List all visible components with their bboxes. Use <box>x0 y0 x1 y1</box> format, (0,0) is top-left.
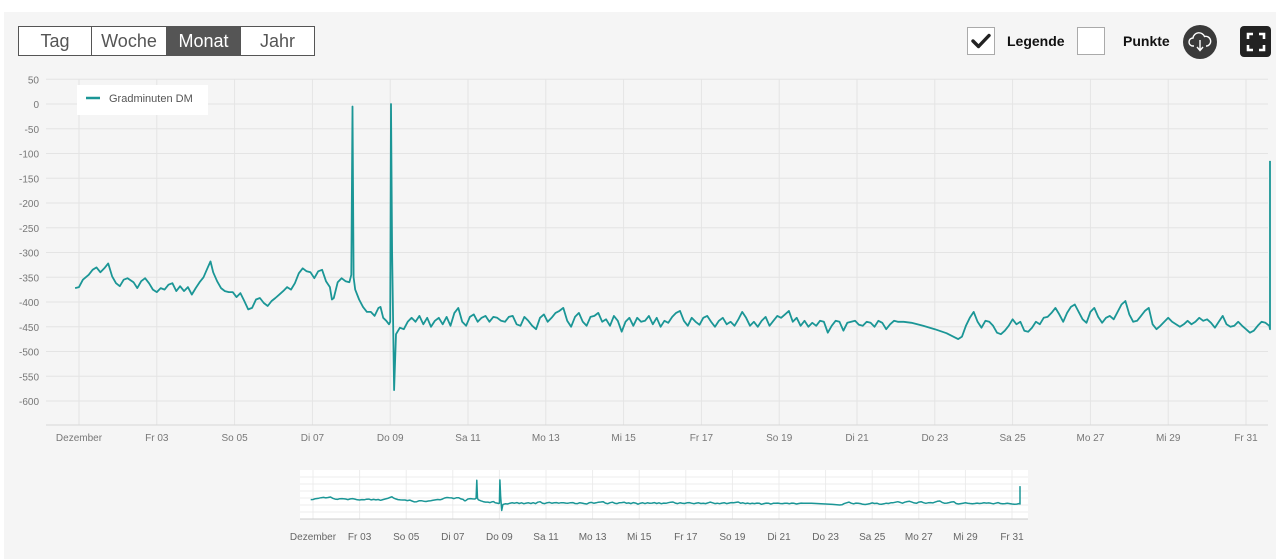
y-tick-label: -350 <box>19 273 39 284</box>
x-tick-label: Fr 17 <box>690 433 714 444</box>
navigator-x-tick-label: Sa 25 <box>859 532 886 543</box>
navigator-x-tick-label: Dezember <box>290 532 337 543</box>
legend-toggle-label: Legende <box>1007 33 1065 49</box>
navigator-series-line <box>310 479 1021 512</box>
x-tick-label: Do 23 <box>921 433 948 444</box>
navigator-x-tick-label: Sa 11 <box>533 532 559 543</box>
x-tick-label: Sa 11 <box>455 433 481 444</box>
y-tick-label: -150 <box>19 174 39 185</box>
navigator-x-tick-label: Fr 03 <box>348 532 372 543</box>
x-tick-label: Mo 27 <box>1077 433 1105 444</box>
x-tick-label: Sa 25 <box>1000 433 1027 444</box>
navigator-x-tick-label: Fr 31 <box>1000 532 1024 543</box>
navigator-x-tick-label: So 19 <box>719 532 746 543</box>
x-tick-label: Fr 03 <box>145 433 169 444</box>
y-tick-label: -550 <box>19 372 39 383</box>
range-year-button[interactable]: Jahr <box>259 31 295 51</box>
x-tick-label: Mo 13 <box>532 433 560 444</box>
x-tick-label: So 05 <box>222 433 249 444</box>
fullscreen-button[interactable] <box>1240 26 1271 57</box>
navigator-x-tick-label: Di 07 <box>441 532 465 543</box>
x-tick-label: Dezember <box>56 433 103 444</box>
download-button[interactable] <box>1183 25 1217 59</box>
legend: Gradminuten DM <box>77 85 208 115</box>
range-week-button[interactable]: Woche <box>92 27 167 55</box>
time-range-selector: Tag Woche Monat Jahr <box>18 26 315 56</box>
navigator-x-tick-label: So 05 <box>393 532 420 543</box>
points-toggle[interactable]: Punkte <box>1077 26 1170 56</box>
points-checkbox[interactable] <box>1077 27 1105 55</box>
navigator-x-tick-label: Mi 15 <box>627 532 652 543</box>
checkmark-icon <box>971 33 991 49</box>
series-line-gradminuten-dm[interactable] <box>74 103 1271 391</box>
legend-toggle[interactable]: Legende <box>967 26 1065 56</box>
x-tick-label: Mi 15 <box>611 433 636 444</box>
navigator-x-tick-label: Di 21 <box>767 532 791 543</box>
legend-checkbox[interactable] <box>967 27 995 55</box>
x-tick-label: Di 07 <box>301 433 325 444</box>
legend-label: Gradminuten DM <box>109 93 193 105</box>
y-tick-label: -400 <box>19 298 39 309</box>
main-chart[interactable]: 50 0 -50 -100 -150 -200 -250 -300 -350 -400 -450 -5… <box>0 0 1280 450</box>
y-tick-label: -100 <box>19 150 39 161</box>
y-tick-label: -300 <box>19 249 39 260</box>
y-tick-label: -50 <box>25 125 40 136</box>
x-tick-label: Fr 31 <box>1234 433 1258 444</box>
fullscreen-icon <box>1246 32 1265 51</box>
y-tick-label: -600 <box>19 397 39 408</box>
y-tick-label: 0 <box>33 100 39 111</box>
navigator-x-tick-label: Mo 27 <box>905 532 933 543</box>
x-tick-label: Mi 29 <box>1156 433 1181 444</box>
points-toggle-label: Punkte <box>1123 33 1170 49</box>
x-tick-label: So 19 <box>766 433 793 444</box>
y-tick-label: -200 <box>19 199 39 210</box>
y-tick-label: -250 <box>19 224 39 235</box>
range-month-button[interactable]: Monat <box>167 27 241 55</box>
navigator-window[interactable] <box>300 470 1028 519</box>
navigator-x-tick-label: Mo 13 <box>579 532 607 543</box>
navigator-x-tick-label: Do 09 <box>486 532 513 543</box>
x-tick-label: Do 09 <box>377 433 404 444</box>
y-tick-label: -500 <box>19 348 39 359</box>
y-tick-label: 50 <box>28 75 40 86</box>
range-day-button[interactable]: Tag <box>19 27 92 55</box>
navigator-x-tick-label: Mi 29 <box>953 532 978 543</box>
y-tick-label: -450 <box>19 323 39 334</box>
navigator-x-tick-label: Do 23 <box>812 532 839 543</box>
navigator-x-tick-label: Fr 17 <box>674 532 698 543</box>
legend-box <box>77 85 208 115</box>
cloud-download-icon <box>1188 32 1212 52</box>
x-tick-label: Di 21 <box>845 433 869 444</box>
